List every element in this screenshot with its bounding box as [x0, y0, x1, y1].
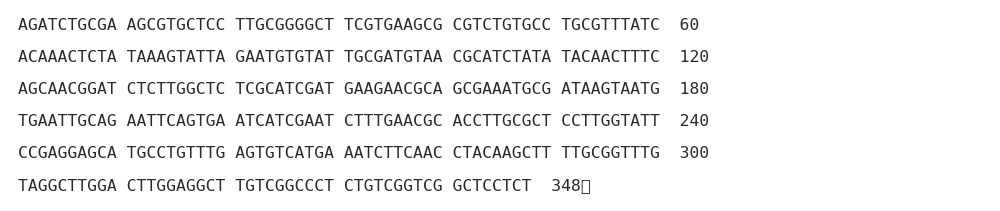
Text: AGCAACGGAT CTCTTGGCTC TCGCATCGAT GAAGAACGCA GCGAAATGCG ATAAGTAATG  180: AGCAACGGAT CTCTTGGCTC TCGCATCGAT GAAGAAC… — [18, 82, 709, 97]
Text: AGATCTGCGA AGCGTGCTCC TTGCGGGGCT TCGTGAAGCG CGTCTGTGCC TGCGTTTATC  60: AGATCTGCGA AGCGTGCTCC TTGCGGGGCT TCGTGAA… — [18, 18, 699, 33]
Text: ACAAACTCTA TAAAGTATTA GAATGTGTAT TGCGATGTAA CGCATCTATA TACAACTTTC  120: ACAAACTCTA TAAAGTATTA GAATGTGTAT TGCGATG… — [18, 50, 709, 65]
Text: CCGAGGAGCA TGCCTGTTTG AGTGTCATGA AATCTTCAAC CTACAAGCTT TTGCGGTTTG  300: CCGAGGAGCA TGCCTGTTTG AGTGTCATGA AATCTTC… — [18, 146, 709, 161]
Text: TGAATTGCAG AATTCAGTGA ATCATCGAAT CTTTGAACGC ACCTTGCGCT CCTTGGTATT  240: TGAATTGCAG AATTCAGTGA ATCATCGAAT CTTTGAA… — [18, 114, 709, 129]
Text: TAGGCTTGGA CTTGGAGGCT TGTCGGCCCT CTGTCGGTCG GCTCCTCT  348‧: TAGGCTTGGA CTTGGAGGCT TGTCGGCCCT CTGTCGG… — [18, 178, 591, 193]
